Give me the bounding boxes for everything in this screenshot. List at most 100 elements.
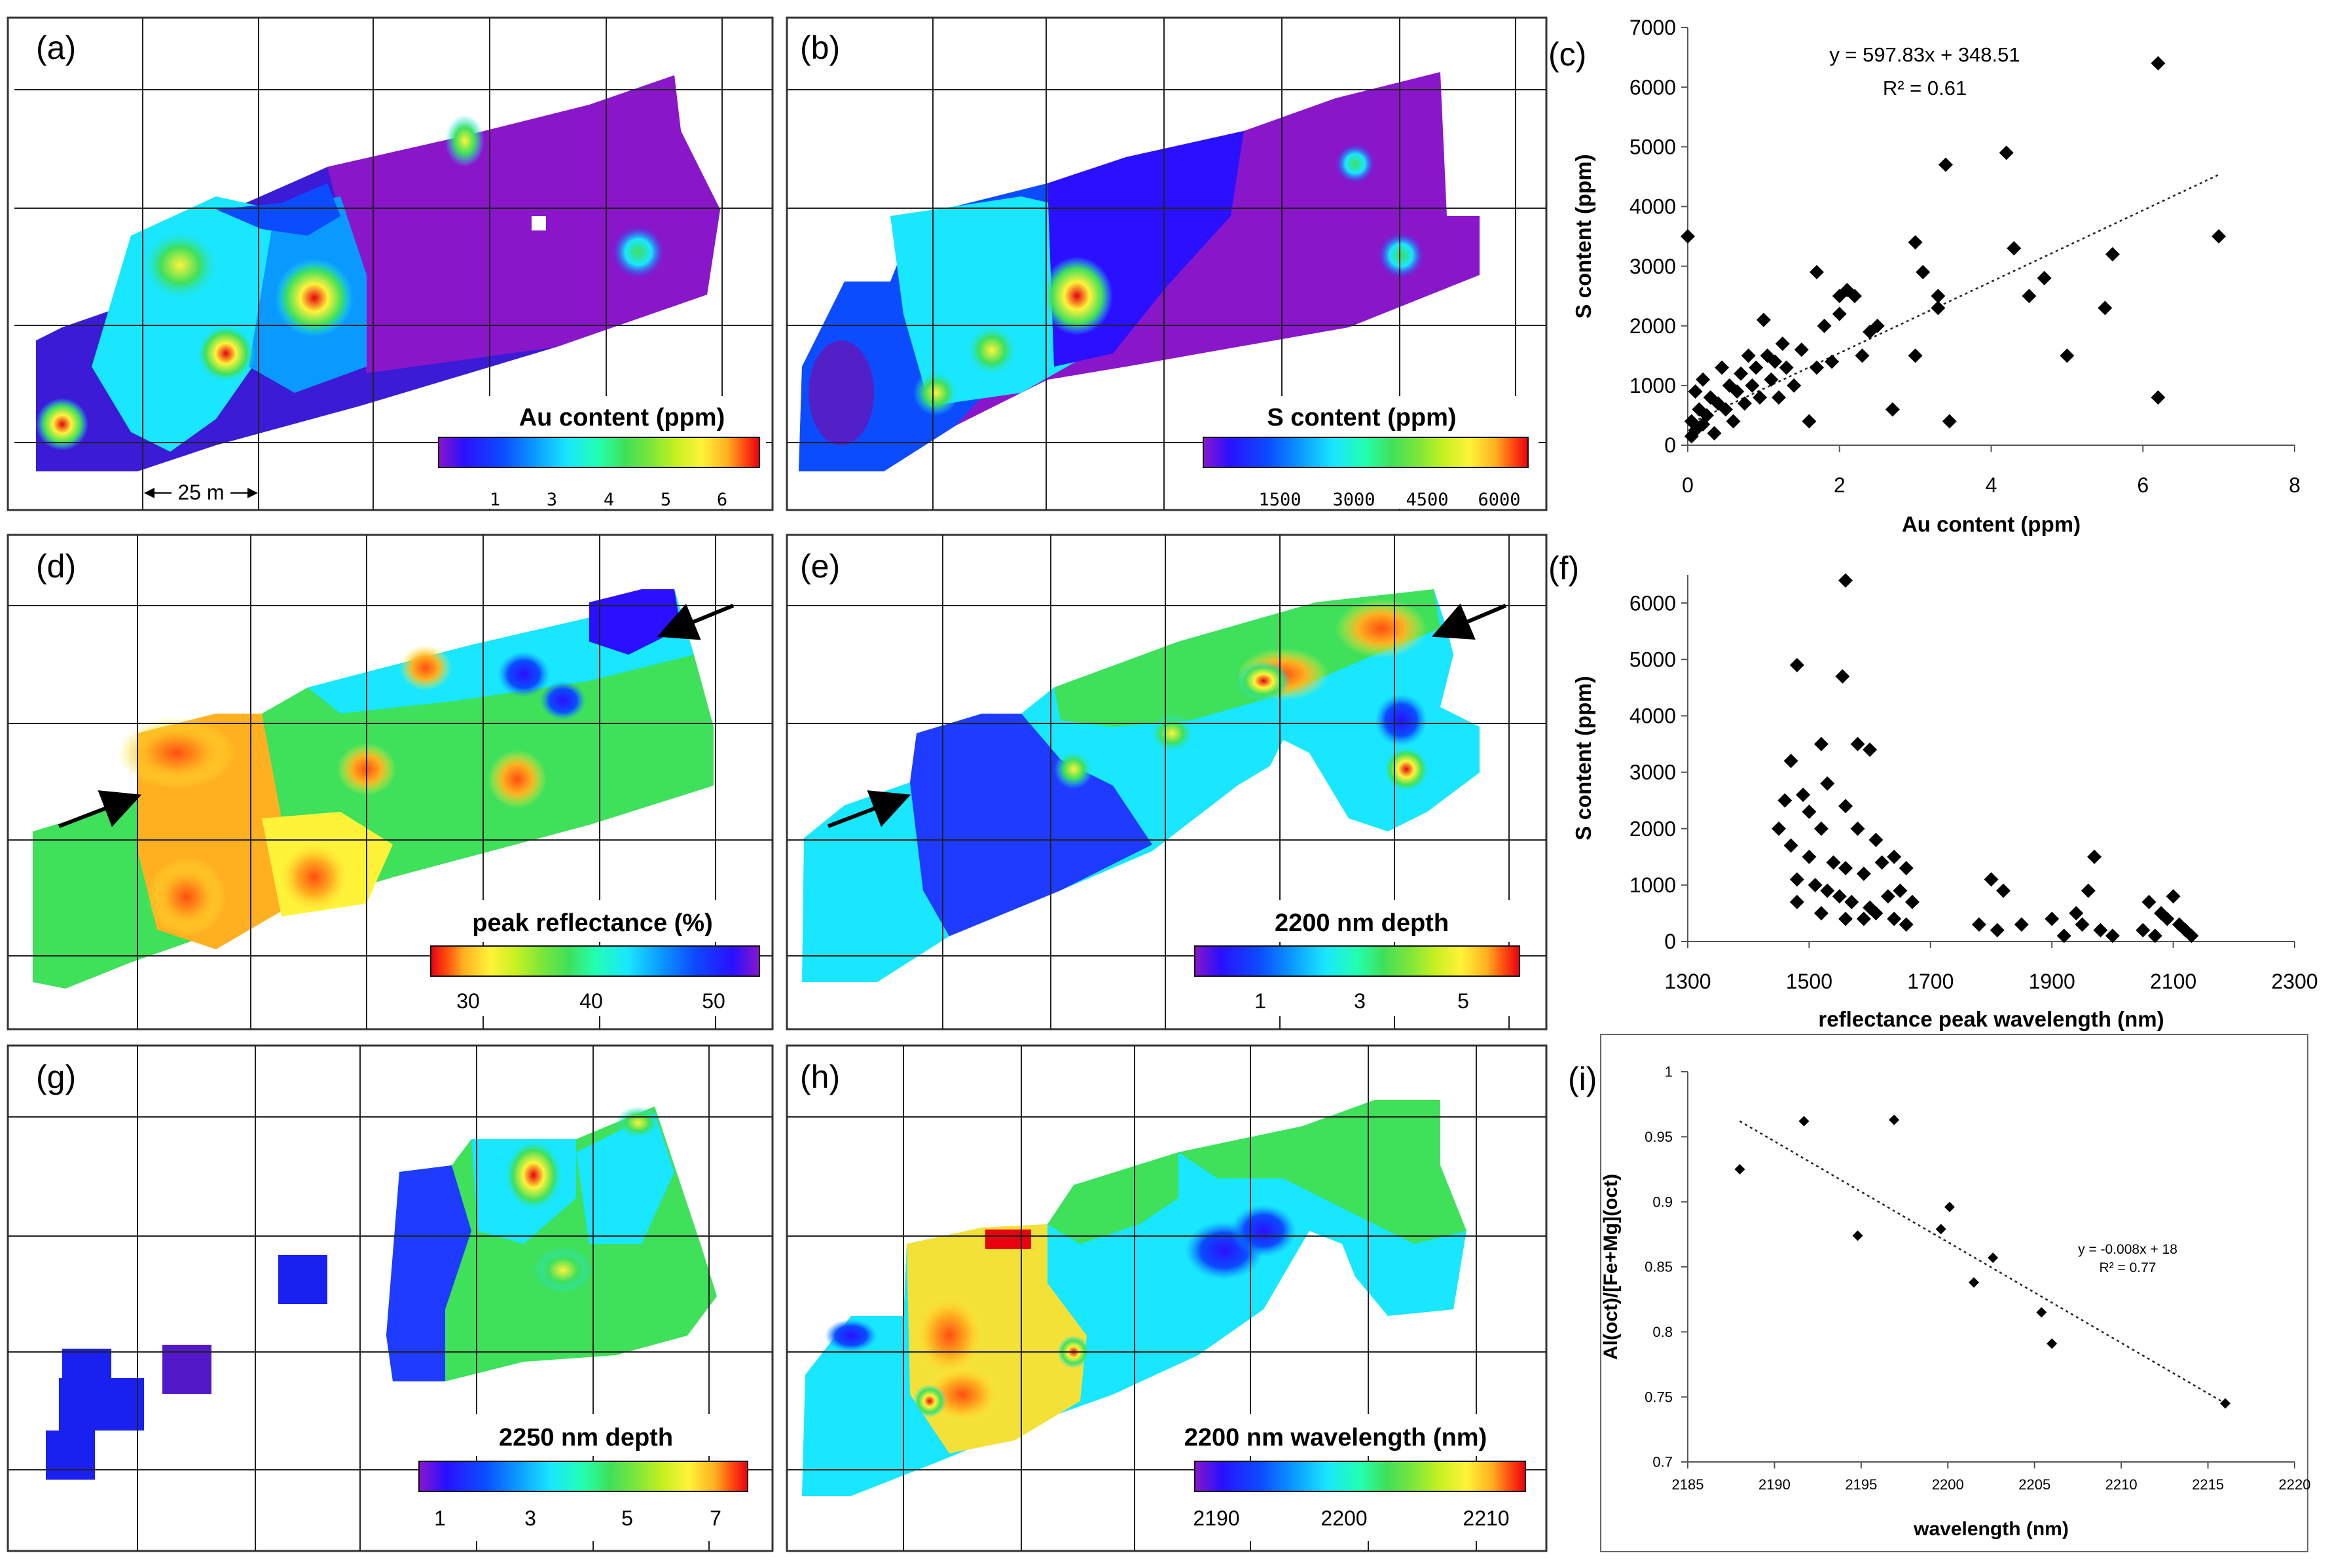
data-point <box>2022 289 2037 304</box>
panel-d-colorbar <box>430 945 760 977</box>
x-tick-label: 2205 <box>2018 1476 2050 1493</box>
data-point <box>1764 372 1779 387</box>
data-point <box>1749 360 1764 375</box>
panel-h-colorbar-tick: 2210 <box>1463 1506 1509 1530</box>
y-tick-label: 1 <box>1665 1064 1673 1080</box>
x-tick-label: 2185 <box>1672 1476 1704 1493</box>
panel-a-colorbar <box>438 437 760 468</box>
y-tick-label: 0.8 <box>1652 1324 1673 1340</box>
panel-e-colorbar-tick: 1 <box>1254 989 1266 1013</box>
chart-i: 2185 2190 2195 2200 2205 2210 2215 2220 0.7 0.75 0… <box>1600 1064 2310 1540</box>
data-point <box>1789 894 1804 909</box>
x-tick-label: 1300 <box>1664 970 1711 993</box>
y-tick-label: 0.9 <box>1652 1194 1673 1210</box>
data-point <box>1904 894 1920 909</box>
panel-a-colorbar-tick: 3 <box>547 490 557 510</box>
data-point <box>1741 348 1756 363</box>
panel-i-frame <box>1600 1034 2308 1552</box>
data-point <box>1768 354 1783 369</box>
data-point <box>1796 788 1811 802</box>
data-point <box>2047 1338 2058 1349</box>
y-tick-label: 5000 <box>1629 647 1676 671</box>
data-point <box>1838 799 1853 814</box>
data-point <box>2105 928 2120 943</box>
panel-a-colorbar-tick: 5 <box>661 490 671 510</box>
data-point <box>1745 378 1760 393</box>
data-point <box>1935 1224 1946 1235</box>
data-point <box>1787 378 1802 393</box>
data-point <box>1885 402 1900 417</box>
panel-a-heatmap <box>36 75 720 471</box>
data-point <box>1802 849 1817 864</box>
y-tick-label: 3000 <box>1629 255 1676 278</box>
panel-g: (g) 2250 nm depth 1 3 5 7 <box>7 1044 774 1552</box>
data-point <box>1730 384 1745 399</box>
data-point <box>1825 354 1840 369</box>
panel-c-label: (c) <box>1548 36 1586 73</box>
y-axis-title: S content (ppm) <box>1571 154 1595 318</box>
trendline <box>1739 1120 2226 1404</box>
data-point <box>1870 318 1885 333</box>
panel-a-colorbar-tick: 1 <box>490 490 500 510</box>
x-tick-label: 2195 <box>1845 1476 1877 1493</box>
data-point <box>1868 905 1884 921</box>
panel-b-heatmap <box>799 72 1480 471</box>
data-point <box>1844 894 1859 909</box>
y-tick-label: 0.7 <box>1652 1454 1673 1470</box>
data-point <box>1899 861 1914 875</box>
data-point <box>2060 348 2075 363</box>
data-point <box>2166 889 2181 904</box>
trendline-r2: R² = 0.61 <box>1883 77 1967 100</box>
data-point <box>1832 306 1847 321</box>
data-point <box>1715 360 1730 375</box>
x-tick-label: 1500 <box>1786 970 1832 993</box>
panel-d-colorbar-tick: 50 <box>702 989 725 1013</box>
data-point <box>1783 754 1798 769</box>
data-point <box>2069 905 2084 921</box>
panel-d-colorbar-tick: 40 <box>579 989 603 1013</box>
data-point <box>1908 348 1923 363</box>
x-axis-title: Au content (ppm) <box>1902 512 2081 536</box>
data-point <box>1969 1277 1980 1288</box>
data-point <box>1688 384 1703 399</box>
data-point <box>1779 360 1794 375</box>
y-tick-label: 5000 <box>1629 135 1676 158</box>
y-tick-label: 7000 <box>1629 16 1676 39</box>
y-tick-label: 1000 <box>1629 873 1676 897</box>
panel-h-colorbar-title: 2200 nm wavelength (nm) <box>1184 1424 1487 1451</box>
panel-h-colorbar-tick: 2190 <box>1193 1506 1239 1530</box>
x-tick-label: 2200 <box>1932 1476 1964 1493</box>
data-point <box>1820 883 1835 898</box>
data-point <box>1775 337 1790 352</box>
data-point <box>1734 366 1749 381</box>
panel-g-colorbar-tick: 7 <box>710 1506 721 1530</box>
data-point <box>1847 289 1862 304</box>
data-point <box>1802 414 1817 429</box>
data-point <box>1908 235 1923 250</box>
panel-f-label: (f) <box>1548 550 1579 587</box>
data-point <box>1996 883 2011 898</box>
data-point <box>1899 917 1914 932</box>
data-point <box>2014 917 2029 932</box>
y-tick-label: 0.75 <box>1645 1389 1673 1405</box>
panel-b-label: (b) <box>800 29 840 66</box>
panel-e-colorbar <box>1194 945 1520 977</box>
panel-g-colorbar-tick: 3 <box>524 1506 536 1530</box>
data-point <box>1817 318 1832 333</box>
data-point <box>2045 911 2060 926</box>
panel-h-colorbar-tick: 2200 <box>1320 1506 1367 1530</box>
panel-e-label: (e) <box>800 548 840 585</box>
data-point <box>1868 832 1884 847</box>
y-tick-label: 0 <box>1664 433 1676 457</box>
data-point <box>1931 301 1946 316</box>
x-tick-label: 1700 <box>1907 970 1954 993</box>
data-point <box>2075 917 2090 932</box>
panel-g-colorbar-tick: 5 <box>621 1506 633 1530</box>
data-point <box>2212 229 2227 244</box>
panel-d-colorbar-tick: 30 <box>456 989 480 1013</box>
data-point <box>1794 342 1809 357</box>
data-point <box>1789 657 1804 672</box>
data-point <box>1820 776 1835 791</box>
panel-g-heatmap <box>46 1106 717 1480</box>
x-tick-label: 2 <box>1834 473 1846 497</box>
